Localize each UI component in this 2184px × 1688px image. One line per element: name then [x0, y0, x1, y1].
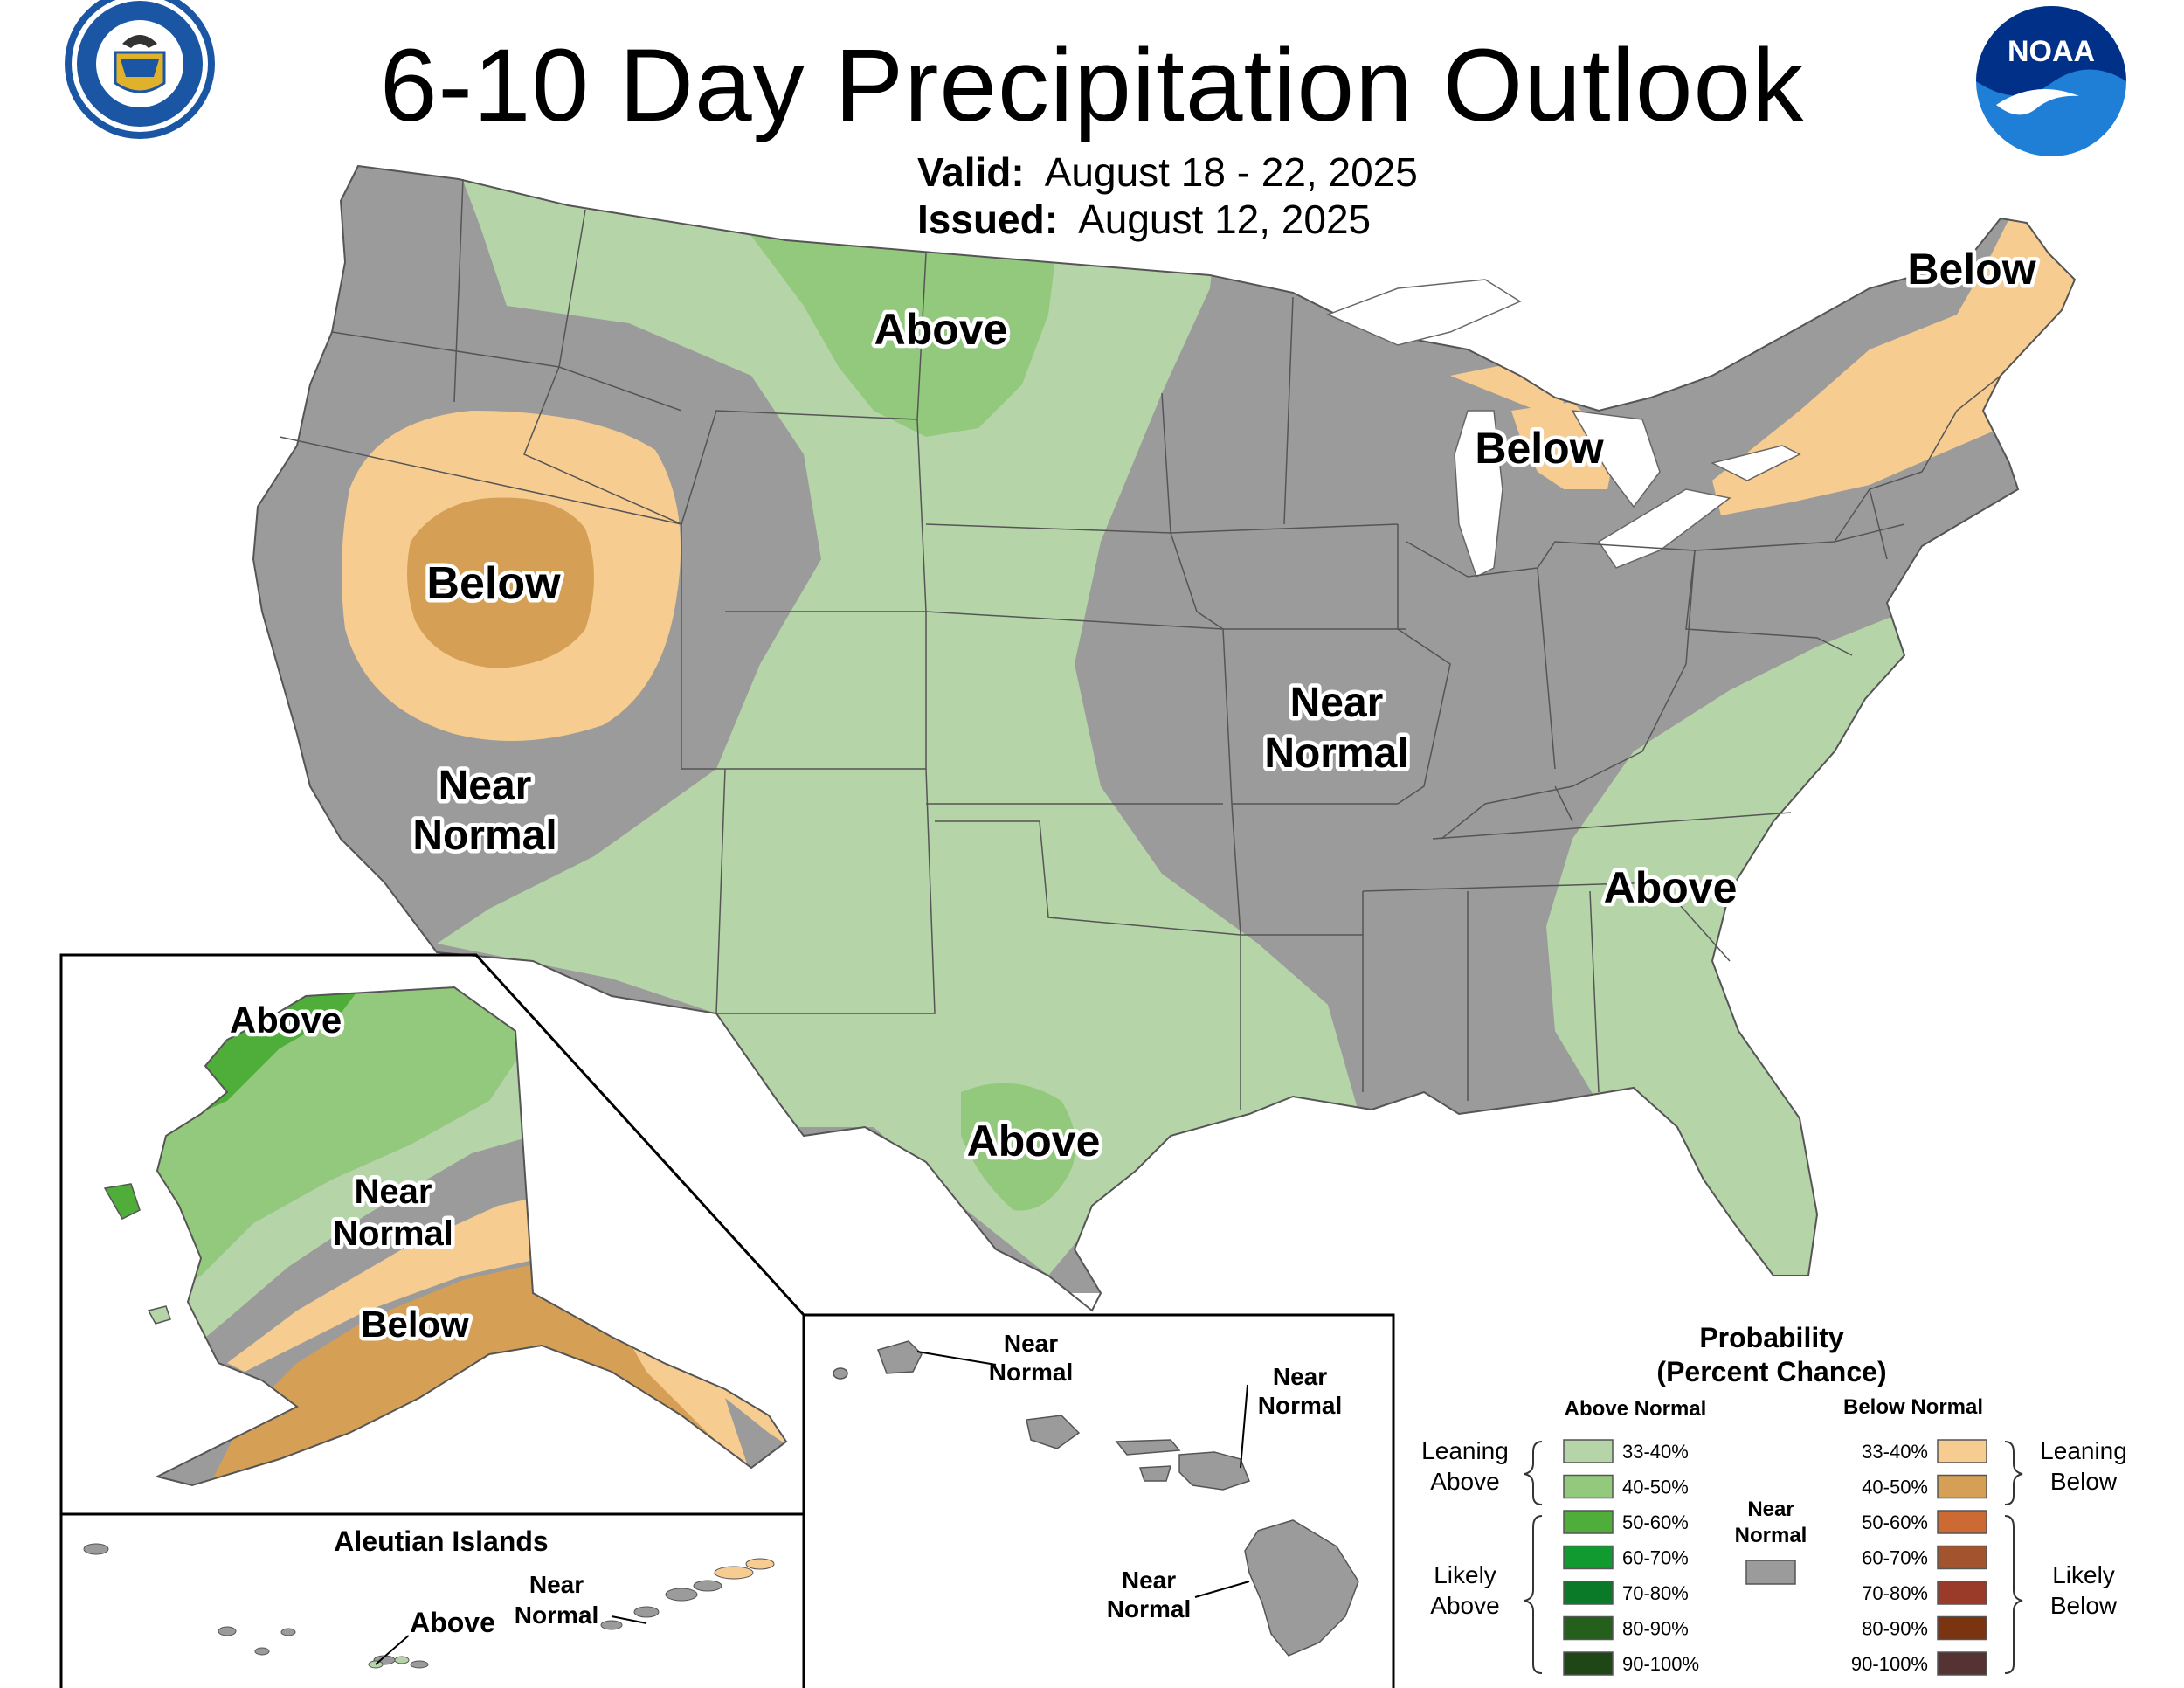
valid-period: Valid: August 18 - 22, 2025 Issued: Augu…: [917, 149, 1418, 243]
legend-title-1: Probability: [1699, 1322, 1844, 1353]
label-hi-near-c1: Near: [1122, 1567, 1176, 1594]
conus-above-south-texas: [961, 1083, 1076, 1211]
legend-above-range-3: 60-70%: [1622, 1547, 1689, 1569]
alaska-outline: [155, 986, 788, 1487]
label-southeast: Above: [1604, 863, 1738, 912]
valid-label: Valid:: [917, 149, 1025, 195]
legend-likely-above-2: Above: [1430, 1592, 1499, 1619]
legend-above-swatch-2: [1563, 1510, 1614, 1534]
legend-likely-below-2: Below: [2050, 1592, 2118, 1619]
label-aleutian-near-2: Normal: [515, 1602, 598, 1629]
legend-above-range-1: 40-50%: [1622, 1477, 1689, 1498]
label-central-near-2: Normal: [1264, 730, 1408, 777]
legend-braces: [1524, 1441, 2023, 1674]
map-title: 6-10 Day Precipitation Outlook: [379, 28, 1805, 143]
label-hi-near-a1: Near: [1004, 1330, 1058, 1357]
legend-above-range-0: 33-40%: [1622, 1441, 1689, 1463]
label-hi-near-b1: Near: [1273, 1363, 1327, 1390]
conus-above-northern-plains: [751, 236, 1057, 437]
legend-below-swatch-5: [1937, 1615, 1987, 1641]
alaska-leaning-below: [227, 1197, 542, 1372]
label-west-below: Below: [426, 558, 561, 609]
hawaii-inset-frame: [802, 1313, 1395, 1688]
legend-near-1: Near: [1747, 1498, 1794, 1521]
legend-below-swatch-3: [1937, 1545, 1987, 1570]
legend-above-range-6: 90-100%: [1622, 1653, 1699, 1675]
hawaii-inset: Near Normal Near Normal Near Normal: [802, 1313, 1395, 1688]
legend-below-range-2: 50-60%: [1862, 1512, 1928, 1533]
legend-below-swatch-1: [1937, 1474, 1987, 1499]
legend-below-swatch-6: [1937, 1651, 1987, 1676]
alaska-leaning-above: [157, 1048, 533, 1363]
legend-above-swatch-4: [1563, 1581, 1614, 1605]
conus-below-northeast: [1712, 218, 2075, 515]
alaska-inset: Above Near Normal Below Aleutian Islands: [59, 953, 805, 1688]
conus-below-west-core: [407, 497, 594, 668]
legend-below-range-1: 40-50%: [1862, 1477, 1928, 1498]
label-west-near-1: Near: [439, 763, 532, 809]
label-alaska-near-1: Near: [355, 1173, 432, 1211]
st-lawrence-island: [103, 1183, 141, 1220]
label-alaska-above: Above: [230, 1000, 342, 1041]
label-west-near-2: Normal: [412, 813, 556, 859]
legend-below-range-0: 33-40%: [1862, 1441, 1928, 1463]
valid-dates: August 18 - 22, 2025: [1044, 149, 1418, 195]
legend-below-range-4: 70-80%: [1862, 1582, 1928, 1604]
legend-near-swatch: [1745, 1560, 1796, 1585]
issued-date: August 12, 2025: [1078, 197, 1372, 242]
issued-label: Issued:: [917, 197, 1059, 242]
legend-likely-below-1: Likely: [2052, 1561, 2115, 1588]
label-hi-near-b2: Normal: [1258, 1392, 1342, 1419]
legend-leaning-below-1: Leaning: [2040, 1437, 2127, 1464]
legend-below-swatch-2: [1937, 1510, 1987, 1534]
label-hi-near-c2: Normal: [1107, 1595, 1191, 1622]
aleutian-islands: [83, 1543, 722, 1669]
legend-above-range-2: 50-60%: [1622, 1512, 1689, 1533]
legend: Probability (Percent Chance) Above Norma…: [1421, 1322, 2127, 1676]
legend-above-swatch-0: [1563, 1439, 1614, 1463]
legend-below-swatch-0: [1937, 1439, 1987, 1463]
legend-below-range-5: 80-90%: [1862, 1618, 1928, 1640]
legend-below-header: Below Normal: [1843, 1395, 1983, 1419]
label-alaska-below: Below: [361, 1304, 469, 1345]
conus-outline: [252, 164, 2077, 1312]
label-aleutian-above: Above: [410, 1607, 495, 1638]
label-northern-plains: Above: [874, 305, 1008, 354]
label-aleutian-near-1: Near: [529, 1571, 584, 1598]
legend-above-header: Above Normal: [1565, 1397, 1707, 1421]
great-lakes: [1326, 279, 1801, 578]
label-alaska-near-2: Normal: [333, 1214, 453, 1253]
legend-below-range-3: 60-70%: [1862, 1547, 1928, 1569]
legend-leaning-below-2: Below: [2050, 1468, 2118, 1495]
legend-likely-above-1: Likely: [1434, 1561, 1496, 1588]
label-central-near-1: Near: [1290, 680, 1384, 726]
noaa-logo-text: NOAA: [2008, 35, 2095, 68]
legend-below-swatch-4: [1937, 1581, 1987, 1605]
state-borders: [279, 178, 2001, 1110]
legend-above-swatch-6: [1563, 1651, 1614, 1676]
label-northeast: Below: [1907, 245, 2035, 294]
legend-leaning-above-1: Leaning: [1421, 1437, 1509, 1464]
hawaii-islands: [833, 1340, 1359, 1657]
conus-leaning-above-central: [437, 166, 1363, 1276]
legend-above-range-5: 80-90%: [1622, 1618, 1689, 1640]
label-hi-near-a2: Normal: [989, 1359, 1073, 1386]
legend-leaning-above-2: Above: [1430, 1468, 1499, 1495]
label-great-lakes: Below: [1475, 424, 1603, 473]
legend-above-swatch-1: [1563, 1474, 1614, 1499]
legend-below-range-6: 90-100%: [1851, 1653, 1928, 1675]
legend-title-2: (Percent Chance): [1656, 1356, 1886, 1387]
legend-below-rows: 33-40% 40-50% 50-60% 60-70% 70-80% 80-90% 90-1…: [1851, 1439, 1987, 1676]
legend-above-swatch-5: [1563, 1615, 1614, 1641]
noaa-logo: NOAA: [1976, 6, 2126, 156]
legend-above-swatch-3: [1563, 1545, 1614, 1570]
legend-above-range-4: 70-80%: [1622, 1582, 1689, 1604]
aleutian-title: Aleutian Islands: [334, 1525, 548, 1557]
legend-near-2: Normal: [1735, 1524, 1807, 1547]
label-south-texas: Above: [967, 1117, 1101, 1166]
commerce-seal: [65, 0, 215, 139]
legend-above-rows: 33-40% 40-50% 50-60% 60-70% 70-80% 80-90% 90-1…: [1563, 1439, 1699, 1676]
